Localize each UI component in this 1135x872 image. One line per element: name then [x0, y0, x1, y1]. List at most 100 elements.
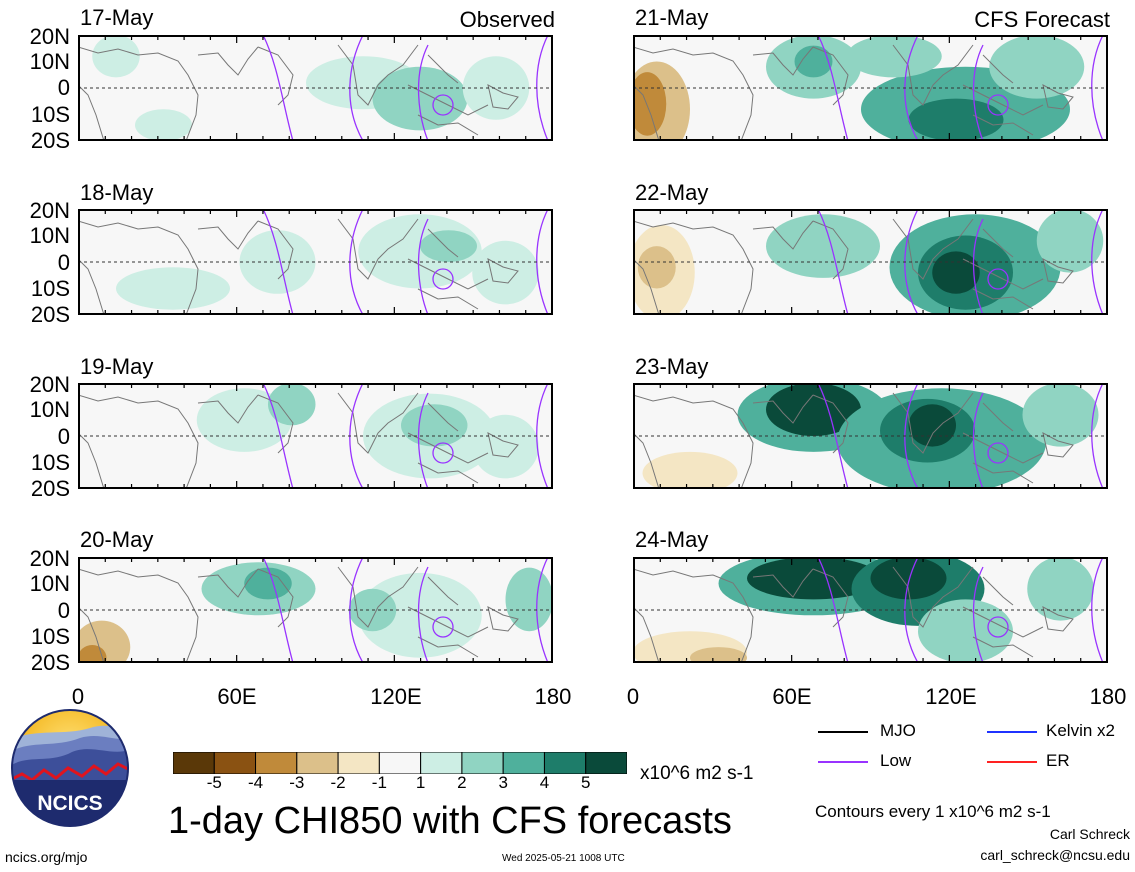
colorbar-swatch — [420, 752, 463, 774]
lat-tick: 10N — [29, 397, 70, 422]
coastline — [633, 432, 660, 489]
coastline — [78, 220, 199, 315]
panel-date: 21-May — [635, 5, 709, 30]
coastline — [892, 44, 974, 106]
coastline — [892, 392, 974, 454]
lon-tick: 0 — [71, 684, 85, 709]
lat-tick: 20N — [29, 24, 70, 49]
coastline — [972, 636, 1034, 658]
anomaly-shading — [870, 557, 947, 600]
lat-tick: 0 — [57, 250, 70, 275]
coastline — [417, 114, 479, 136]
colorbar-label: -2 — [330, 773, 346, 792]
low-contour — [987, 616, 1009, 638]
coastline — [982, 228, 1014, 258]
timestamp: Wed 2025-05-21 1008 UTC — [502, 853, 625, 864]
colorbar-swatch — [173, 752, 215, 774]
low-contour — [536, 209, 549, 315]
coastline — [633, 606, 660, 663]
anomaly-shading — [642, 451, 738, 489]
low-contour — [536, 383, 549, 489]
coastline — [337, 44, 419, 106]
lon-tick: 60E — [772, 684, 812, 709]
coastline — [633, 394, 754, 489]
map-21-may — [633, 35, 1108, 141]
colorbar-swatch — [213, 752, 257, 774]
coastline — [962, 258, 1044, 290]
colorbar-label: 1 — [415, 773, 426, 792]
panel-date: 20-May — [80, 527, 154, 552]
coastline — [633, 84, 660, 141]
low-contour — [1091, 383, 1104, 489]
coastline — [257, 394, 294, 454]
lat-tick: 0 — [57, 75, 70, 100]
coastline — [812, 394, 849, 454]
low-contour — [987, 268, 1009, 290]
low-contour — [417, 566, 429, 663]
colorbar-label: 5 — [580, 773, 591, 792]
low-contour — [972, 392, 984, 489]
low-contour — [1091, 557, 1104, 663]
legend-line-er — [987, 761, 1037, 763]
low-contour — [262, 209, 294, 315]
legend-line-mjo — [818, 731, 868, 733]
coastline — [78, 432, 105, 489]
map-23-may — [633, 383, 1108, 489]
coastline — [962, 432, 1044, 464]
observed-label: Observed — [459, 7, 555, 32]
coastline — [752, 46, 814, 76]
anomaly-shading — [268, 383, 316, 426]
anomaly-shading — [1036, 209, 1104, 273]
anomaly-shading — [420, 230, 477, 262]
coastline — [633, 46, 754, 141]
lat-tick: 20N — [29, 372, 70, 397]
low-contour — [817, 209, 849, 315]
lat-tick: 20N — [29, 198, 70, 223]
coastline — [337, 392, 419, 454]
coastline — [812, 220, 849, 280]
coastline — [1042, 84, 1074, 110]
low-contour — [972, 566, 984, 663]
anomaly-shading — [472, 414, 539, 479]
lat-tick: 10N — [29, 49, 70, 74]
colorbar-swatch — [378, 752, 422, 774]
coastline — [78, 568, 199, 663]
low-contour — [417, 218, 429, 315]
coastline — [427, 54, 459, 84]
anomaly-shading — [92, 35, 140, 78]
legend-line-kelvin — [987, 731, 1037, 733]
site-url: ncics.org/mjo — [5, 849, 88, 865]
panel-date: 23-May — [635, 354, 709, 379]
panel-date: 24-May — [635, 527, 709, 552]
anomaly-shading — [918, 599, 1013, 663]
colorbar-swatch — [502, 752, 545, 774]
contour-note: Contours every 1 x10^6 m2 s-1 — [815, 802, 1051, 821]
low-contour — [417, 44, 429, 141]
coastline — [337, 566, 419, 628]
coastline — [197, 568, 259, 598]
coastline — [407, 258, 489, 290]
anomaly-shading — [794, 45, 833, 78]
low-contour — [1091, 209, 1104, 315]
low-contour — [1091, 35, 1104, 141]
lat-tick: 10N — [29, 223, 70, 248]
anomaly-shading — [766, 383, 861, 436]
coastline — [633, 220, 754, 315]
low-contour — [536, 35, 549, 141]
colorbar-label: -4 — [247, 773, 264, 792]
coastline — [78, 46, 199, 141]
anomaly-shading — [908, 404, 956, 447]
anomaly-shading — [472, 240, 539, 305]
lat-tick: 20S — [30, 302, 70, 327]
coastline — [78, 84, 105, 141]
colorbar-label: -1 — [371, 773, 387, 792]
coastline — [892, 566, 974, 628]
lat-tick: 10S — [30, 450, 70, 475]
coastline — [962, 84, 1044, 116]
coastline — [407, 606, 489, 638]
colorbar-label: 2 — [457, 773, 467, 792]
low-contour — [262, 35, 294, 141]
colorbar-label: 4 — [539, 773, 550, 792]
coastline — [257, 220, 294, 280]
anomaly-shading — [462, 56, 530, 120]
